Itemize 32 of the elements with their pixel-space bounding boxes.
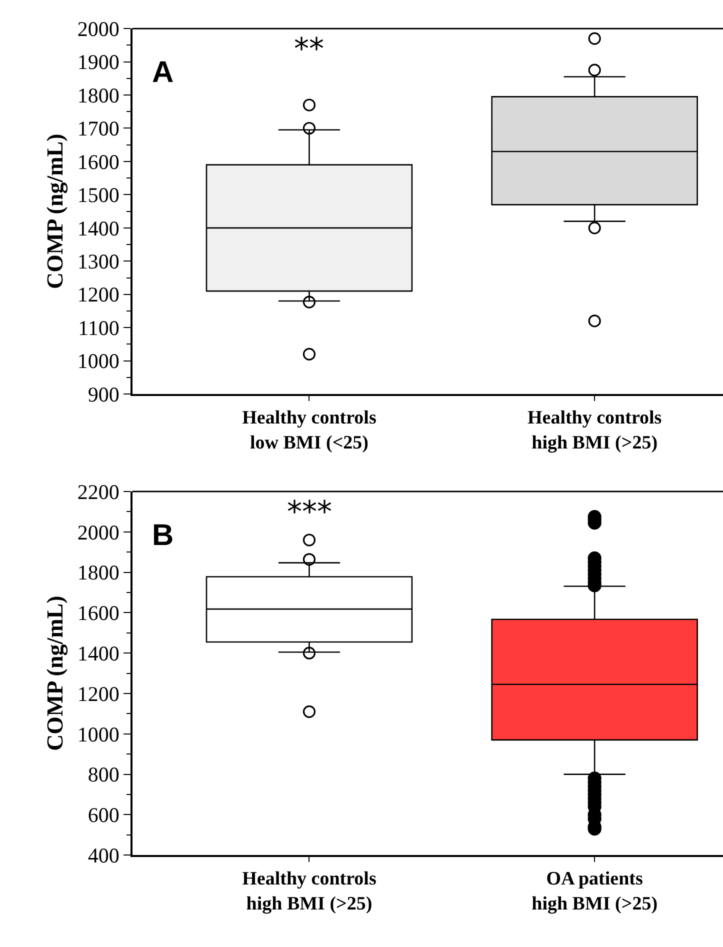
y-tick-label: 2000 bbox=[77, 520, 120, 544]
y-tick-label: 800 bbox=[88, 762, 120, 787]
y-tick-label: 2000 bbox=[77, 16, 120, 41]
y-tick-label: 1600 bbox=[77, 150, 120, 174]
x-tick-label: Healthy controls high BMI (>25) bbox=[242, 868, 376, 914]
annotation: ** bbox=[294, 32, 324, 67]
y-tick-label: 600 bbox=[88, 803, 120, 828]
y-tick-label: 1200 bbox=[77, 682, 120, 706]
y-tick-label: 1000 bbox=[77, 722, 120, 746]
y-tick-label: 1400 bbox=[77, 641, 120, 666]
y-tick-label: 1100 bbox=[78, 316, 120, 340]
y-tick-label: 900 bbox=[88, 382, 120, 406]
x-tick-label: Healthy controls low BMI (<25) bbox=[242, 408, 376, 454]
y-tick-label: 1500 bbox=[77, 183, 120, 208]
y-tick-label: 1600 bbox=[77, 601, 120, 626]
annotation: *** bbox=[287, 495, 332, 530]
y-tick-label: 1300 bbox=[77, 250, 120, 274]
y-tick-label: 1900 bbox=[77, 50, 120, 74]
y-tick-label: 1800 bbox=[77, 560, 120, 585]
x-tick-label: Healthy controls high BMI (>25) bbox=[527, 408, 662, 454]
x-tick-label: OA patients high BMI (>25) bbox=[532, 868, 658, 914]
y-axis-title: COMP (ng/mL) bbox=[42, 596, 68, 751]
y-tick-label: 1400 bbox=[77, 216, 120, 240]
y-tick-label: 400 bbox=[88, 843, 120, 868]
y-tick-label: 2200 bbox=[77, 480, 120, 504]
text: A bbox=[152, 56, 174, 89]
y-axis-title: COMP (ng/mL) bbox=[42, 134, 68, 289]
y-tick-label: 1000 bbox=[77, 349, 120, 374]
y-tick-label: 1700 bbox=[77, 116, 120, 141]
text: B bbox=[152, 519, 174, 552]
y-tick-label: 1800 bbox=[77, 83, 120, 108]
y-tick-label: 1200 bbox=[77, 282, 120, 307]
